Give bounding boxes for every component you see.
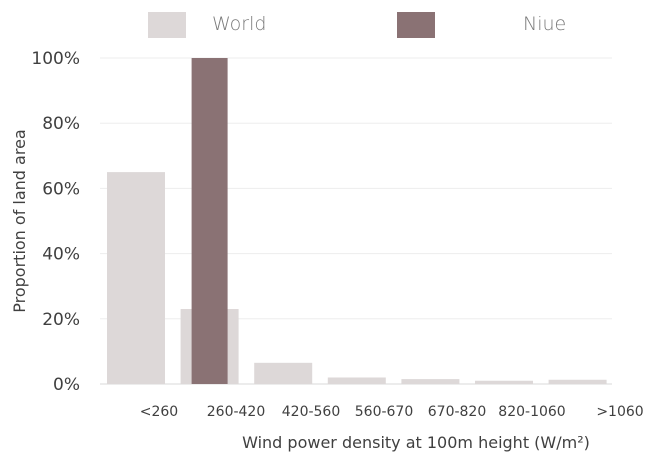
y-axis-ticks: 0% 20% 40% 60% 80% 100%: [31, 49, 80, 395]
bar-world: [475, 380, 533, 384]
bar-world: [548, 379, 607, 384]
x-axis-title: Wind power density at 100m height (W/m²): [242, 433, 590, 452]
x-tick-label: 260-420: [207, 404, 266, 420]
x-tick-label: <260: [140, 404, 178, 420]
y-tick-label: 60%: [42, 179, 80, 199]
y-axis-title: Proportion of land area: [10, 129, 29, 312]
legend: World Niue: [148, 12, 566, 38]
bar-world: [401, 379, 460, 384]
y-tick-label: 20%: [42, 310, 80, 330]
bar-world: [327, 377, 386, 384]
bar-niue: [191, 58, 228, 384]
x-tick-label: >1060: [596, 404, 643, 420]
y-tick-label: 0%: [53, 375, 80, 395]
x-tick-label: 820-1060: [498, 404, 565, 420]
legend-label-world: World: [212, 13, 266, 35]
x-tick-label: 560-670: [355, 404, 414, 420]
y-tick-label: 100%: [31, 49, 80, 69]
legend-swatch-niue: [397, 12, 435, 38]
legend-label-niue: Niue: [523, 13, 566, 35]
y-tick-label: 80%: [42, 114, 80, 134]
bar-world: [254, 362, 313, 384]
y-tick-label: 40%: [42, 245, 80, 265]
gridlines: [100, 57, 612, 385]
bar-world: [107, 172, 165, 384]
bars: [107, 58, 607, 384]
legend-swatch-world: [148, 12, 186, 38]
x-tick-label: 670-820: [428, 404, 487, 420]
x-tick-label: 420-560: [282, 404, 341, 420]
x-axis-ticks: <260 260-420 420-560 560-670 670-820 820-1060…: [140, 404, 644, 420]
